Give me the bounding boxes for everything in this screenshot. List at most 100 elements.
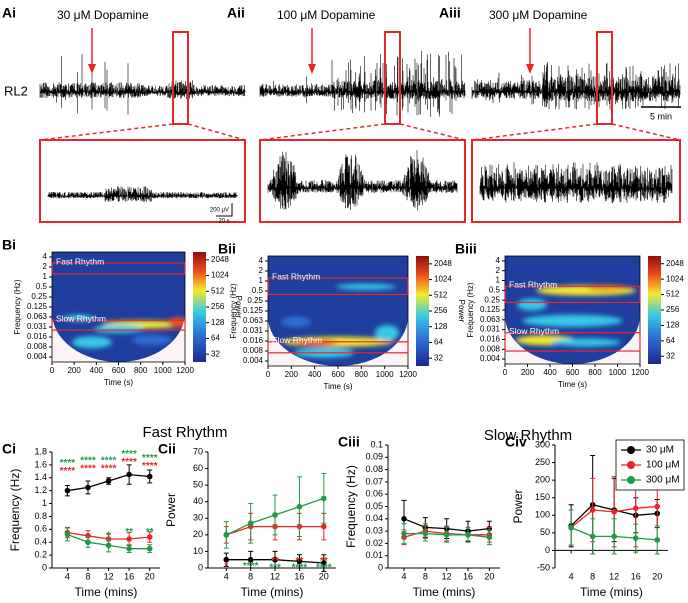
colorbar-tick-label: 512: [434, 290, 448, 299]
inset-trace: [479, 162, 673, 204]
legend-label: 300 μM: [646, 475, 680, 486]
y-tick-label: -50: [537, 562, 550, 572]
fast-label: Fast Rhythm: [272, 271, 320, 281]
x-tick-label: 12: [609, 571, 619, 581]
significance: ****: [142, 461, 158, 472]
y-tick-label: 0.8: [34, 511, 47, 521]
y-axis-label: Frequency (Hz): [466, 282, 475, 337]
y-tick-label: 0.05: [365, 501, 383, 511]
x-tick-label: 8: [248, 571, 253, 581]
x-tick-label: 400: [90, 366, 104, 375]
x-axis-label: Time (s): [323, 382, 352, 391]
significance: ****: [316, 563, 332, 574]
inset-scale-amplitude: 200 μV: [210, 208, 229, 214]
colorbar-tick-label: 128: [434, 322, 448, 331]
data-point: [272, 512, 278, 518]
data-point: [247, 556, 254, 563]
y-tick-label: 0.016: [27, 332, 48, 341]
data-point: [64, 531, 71, 538]
spectrogram: [268, 256, 408, 366]
y-tick-label: 1.2: [34, 485, 47, 495]
colorbar-tick-label: 64: [666, 336, 675, 345]
zoom-box: [384, 31, 401, 125]
significance: ****: [60, 466, 76, 477]
y-tick-label: 0.031: [27, 322, 48, 331]
y-tick-label: 0.063: [480, 315, 501, 324]
y-tick-label: 50: [540, 527, 550, 537]
y-tick-label: 0.03: [365, 525, 383, 535]
y-tick-label: 0: [545, 545, 550, 555]
colorbar-tick-label: 64: [434, 338, 443, 347]
y-tick-label: 0: [198, 562, 203, 572]
y-axis-label: Frequency (Hz): [8, 469, 22, 552]
y-tick-label: 2: [259, 266, 264, 275]
data-point: [146, 534, 153, 540]
data-point: [105, 478, 112, 484]
cone-of-influence: [268, 316, 408, 366]
y-tick-label: 0.063: [27, 312, 48, 321]
x-tick-label: 20: [145, 571, 155, 581]
zoom-link: [611, 123, 681, 141]
row-label: RL2: [4, 83, 28, 98]
colorbar-tick-label: 2048: [434, 259, 452, 268]
significance: *: [107, 530, 111, 541]
panel-label: Cii: [158, 441, 176, 457]
x-tick-label: 800: [355, 370, 369, 379]
y-tick-label: 0.125: [243, 306, 264, 315]
colorbar-tick-label: 256: [666, 305, 680, 314]
y-tick-label: 0.031: [480, 325, 501, 334]
data-point: [146, 545, 153, 552]
y-tick-label: 0.02: [365, 538, 383, 548]
x-tick-label: 200: [285, 370, 299, 379]
trace: [39, 54, 246, 115]
trace: [471, 62, 681, 110]
data-point: [486, 534, 493, 541]
arrow-head: [526, 64, 534, 74]
power-blob: [522, 314, 623, 327]
spectrogram-bg: [505, 256, 640, 364]
data-point: [401, 530, 407, 537]
y-tick-label: 0.07: [365, 476, 383, 486]
y-tick-label: 20: [193, 529, 203, 539]
fast-label: Fast Rhythm: [509, 279, 557, 289]
power-blob: [93, 325, 144, 333]
y-tick-label: 0.016: [243, 336, 264, 345]
data-point: [654, 503, 661, 510]
colorbar-tick-label: 1024: [434, 275, 452, 284]
y-tick-label: 200: [535, 475, 550, 485]
data-point: [126, 536, 132, 542]
inset-scale-time: 20 s: [218, 219, 229, 225]
significance: ****: [101, 463, 117, 474]
x-tick-label: 1000: [154, 366, 172, 375]
power-blob: [551, 338, 621, 347]
significance: ****: [142, 453, 158, 464]
x-tick-label: 8: [85, 571, 90, 581]
legend-label: 30 μM: [646, 445, 674, 456]
slow-label: Slow Rhythm: [272, 335, 322, 345]
data-point: [85, 539, 91, 546]
data-point: [422, 530, 429, 537]
x-tick-label: 600: [331, 370, 345, 379]
significance: ****: [101, 456, 117, 467]
colorbar: [193, 252, 206, 362]
panel-label: Ai: [2, 5, 16, 21]
colorbar-tick-label: 256: [434, 306, 448, 315]
significance: **: [320, 556, 328, 567]
y-tick-label: 250: [535, 457, 550, 467]
x-tick-label: 20: [319, 571, 329, 581]
y-axis-label: Frequency (Hz): [229, 283, 238, 338]
section-title: Fast Rhythm: [142, 424, 227, 441]
slow-label: Slow Rhythm: [509, 326, 559, 336]
x-tick-label: 16: [294, 571, 304, 581]
x-tick-label: 12: [442, 571, 452, 581]
data-point: [272, 556, 278, 563]
panel-label: Aii: [227, 5, 245, 21]
x-tick-label: 1200: [176, 366, 194, 375]
y-tick-label: 60: [193, 463, 203, 473]
x-tick-label: 4: [569, 571, 574, 581]
y-axis-label: Power: [164, 493, 178, 527]
colorbar-tick-label: 256: [211, 302, 225, 311]
fast-label: Fast Rhythm: [56, 256, 104, 266]
significance: ****: [60, 458, 76, 469]
